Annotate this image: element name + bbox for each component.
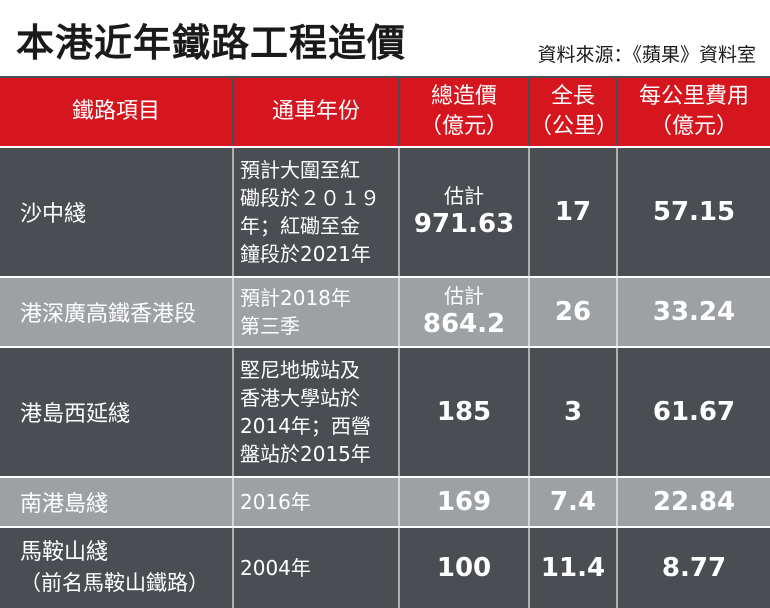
project-name: 馬鞍山綫 （前名馬鞍山鐵路） [0,528,232,608]
total-cost: 169 [400,478,528,526]
cost-value: 185 [436,397,492,427]
opening-year: 預計2018年 第三季 [234,278,398,346]
length-value: 26 [554,297,592,327]
row-divider [0,146,770,148]
per-km-value: 57.15 [652,197,736,227]
length-value: 17 [554,197,592,227]
row-divider [0,346,770,348]
year-line: 磡段於２０１９ [240,186,380,210]
project-name-former: （前名馬鞍山鐵路） [20,571,209,595]
year-line: 第三季 [240,314,300,338]
length-value: 11.4 [540,553,606,583]
opening-year: 堅尼地城站及 香港大學站於 2014年；西營 盤站於2015年 [234,348,398,476]
header-length-line1: 全長 [550,84,595,109]
table-row: 馬鞍山綫 （前名馬鞍山鐵路） 2004年 100 11.4 8.77 [0,528,770,608]
header-cost-line2: （億元） [419,114,508,139]
header-year-label: 通車年份 [271,99,360,124]
project-name: 港島西延綫 [20,402,131,427]
header-project: 鐵路項目 [0,78,232,146]
opening-year: 2016年 [240,490,311,514]
row-divider [0,476,770,478]
page-title: 本港近年鐵路工程造價 [16,21,407,65]
header-cost: 總造價 （億元） [400,78,528,146]
year-line: 鐘段於2021年 [240,242,371,266]
project-name-main: 馬鞍山綫 [20,540,109,565]
cost-value: 169 [436,487,492,517]
cost-prefix: 估計 [444,284,484,308]
year-line: 預計大圍至紅 [240,158,360,182]
column-divider [616,148,618,608]
year-line: 預計2018年 [240,286,351,310]
header-project-label: 鐵路項目 [71,99,160,124]
header-length: 全長 （公里） [530,78,619,146]
header-per-km-line1: 每公里費用 [638,84,749,109]
year-line: 年；紅磡至金 [240,214,360,238]
column-divider [528,148,530,608]
per-km-value: 8.77 [661,553,727,583]
year-line: 2014年；西營 [240,414,371,438]
header-per-km: 每公里費用 （億元） [618,78,770,146]
cost-prefix: 估計 [444,184,484,208]
total-cost: 100 [400,528,528,608]
total-cost: 估計 971.63 [400,148,528,276]
total-cost: 185 [400,348,528,476]
header-per-km-line2: （億元） [649,114,738,139]
table-row: 沙中綫 預計大圍至紅 磡段於２０１９ 年；紅磡至金 鐘段於2021年 估計 97… [0,148,770,276]
per-km-value: 61.67 [652,397,736,427]
table-header: 鐵路項目 通車年份 總造價 （億元） 全長 （公里） 每公里費用 （億元） [0,78,770,146]
column-divider [398,148,400,608]
header-length-line2: （公里） [530,114,619,139]
table-row: 港深廣高鐵香港段 預計2018年 第三季 估計 864.2 26 33.24 [0,278,770,346]
title-bar: 本港近年鐵路工程造價 資料來源：《蘋果》資料室 [0,0,770,76]
cost-value: 100 [436,553,492,583]
per-km-value: 22.84 [652,487,736,517]
cost-value: 864.2 [422,309,506,339]
table-row: 南港島綫 2016年 169 7.4 22.84 [0,478,770,526]
project-name: 南港島綫 [20,492,109,517]
cost-value: 971.63 [413,209,515,239]
project-name: 港深廣高鐵香港段 [20,302,197,327]
length-value: 7.4 [549,487,597,517]
opening-year: 預計大圍至紅 磡段於２０１９ 年；紅磡至金 鐘段於2021年 [234,148,398,276]
header-year: 通車年份 [234,78,398,146]
table-row: 港島西延綫 堅尼地城站及 香港大學站於 2014年；西營 盤站於2015年 18… [0,348,770,476]
source-credit: 資料來源：《蘋果》資料室 [537,44,756,66]
header-cost-line1: 總造價 [430,84,497,109]
per-km-value: 33.24 [652,297,736,327]
row-divider [0,276,770,278]
column-divider [232,148,234,608]
row-divider [0,526,770,528]
year-line: 香港大學站於 [240,386,360,410]
total-cost: 估計 864.2 [400,278,528,346]
length-value: 3 [563,397,583,427]
year-line: 盤站於2015年 [240,442,371,466]
project-name: 沙中綫 [20,202,87,227]
opening-year: 2004年 [240,556,311,580]
year-line: 堅尼地城站及 [240,358,360,382]
